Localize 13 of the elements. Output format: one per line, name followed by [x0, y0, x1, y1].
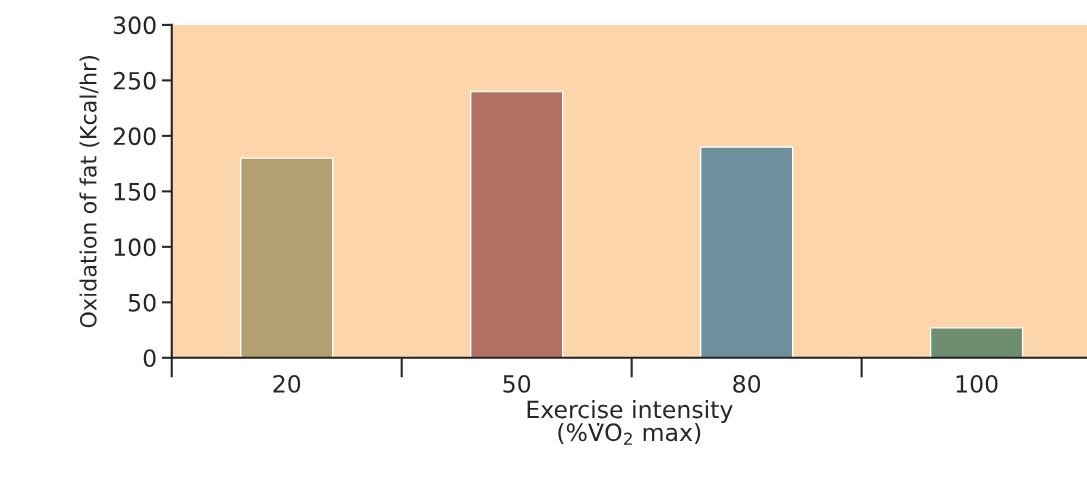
- x-tick-label: 80: [733, 374, 761, 393]
- y-tick-label: 250: [113, 71, 156, 90]
- y-axis-title: Oxidation of fat (Kcal/hr): [79, 56, 100, 328]
- x-tick-label: 50: [503, 374, 531, 393]
- y-tick-label: 300: [113, 16, 156, 35]
- x-tick-label: 100: [956, 374, 998, 393]
- y-tick-label: 150: [114, 182, 156, 201]
- y-tick-label: 200: [113, 127, 156, 146]
- y-tick-label: 100: [114, 238, 156, 257]
- y-tick-label: 50: [128, 293, 156, 312]
- x-axis-title: Exercise intensity (%V̇O$_{2}$ max): [527, 400, 733, 445]
- y-tick-label: 0: [143, 349, 156, 368]
- x-tick-label: 20: [273, 374, 301, 393]
